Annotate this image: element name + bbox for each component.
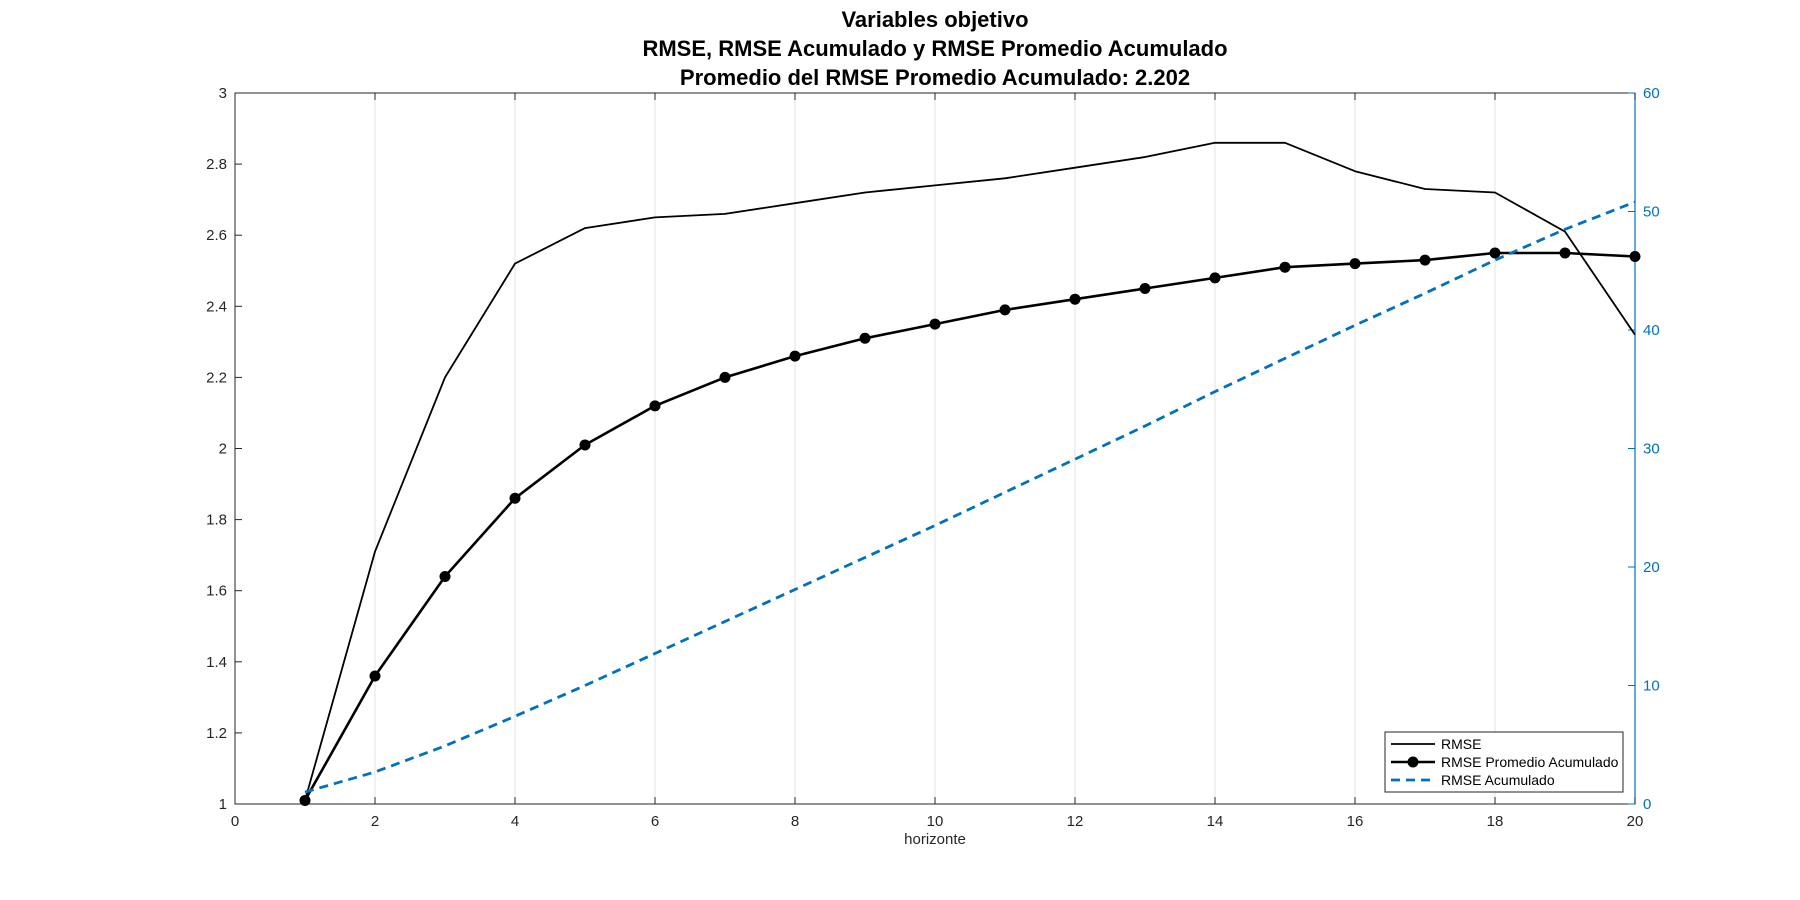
series-line-rmse xyxy=(304,141,1636,801)
point-rmse-promedio-acumulado xyxy=(439,570,451,582)
left-tick-label: 1.6 xyxy=(206,583,227,600)
left-tick-label: 2.4 xyxy=(206,298,227,315)
left-tick-label: 1.8 xyxy=(206,512,227,529)
x-axis-label: horizonte xyxy=(904,831,966,848)
x-tick-label: 0 xyxy=(231,813,239,830)
series-rmse xyxy=(304,141,1636,801)
x-tick-label: 4 xyxy=(511,813,519,830)
x-tick-label: 2 xyxy=(371,813,379,830)
chart-title: Variables objetivo RMSE, RMSE Acumulado y… xyxy=(642,7,1227,90)
point-rmse-promedio-acumulado xyxy=(789,350,801,362)
point-rmse-promedio-acumulado xyxy=(1069,293,1081,305)
point-rmse-promedio-acumulado xyxy=(1139,283,1151,295)
x-tick-label: 14 xyxy=(1207,813,1224,830)
x-grid xyxy=(374,93,1496,804)
point-rmse-promedio-acumulado xyxy=(299,794,311,806)
x-tick-label: 8 xyxy=(791,813,799,830)
point-rmse-promedio-acumulado xyxy=(1559,247,1571,259)
left-tick-label: 2.6 xyxy=(206,227,227,244)
legend-item-rmse-acumulado: RMSE Acumulado xyxy=(1391,772,1555,788)
point-rmse-promedio-acumulado xyxy=(929,318,941,330)
point-rmse-promedio-acumulado xyxy=(649,400,661,412)
series-line-rmse-promedio-acumulado xyxy=(303,251,1636,802)
right-tick-label: 30 xyxy=(1643,441,1660,458)
left-tick-label: 1 xyxy=(219,796,227,813)
right-tick-label: 0 xyxy=(1643,796,1651,813)
title-line-3: Promedio del RMSE Promedio Acumulado: 2.… xyxy=(680,65,1190,90)
right-y-axis: 0 10 20 30 40 50 60 xyxy=(1628,85,1660,813)
point-rmse-promedio-acumulado xyxy=(1279,261,1291,273)
left-tick-label: 2 xyxy=(219,441,227,458)
x-tick-label: 20 xyxy=(1627,813,1644,830)
point-rmse-promedio-acumulado xyxy=(1629,251,1641,263)
legend: RMSE RMSE Promedio Acumulado RMSE Acumulad… xyxy=(1384,731,1624,793)
point-rmse-promedio-acumulado xyxy=(1209,272,1221,284)
point-rmse-promedio-acumulado xyxy=(369,670,381,682)
title-line-2: RMSE, RMSE Acumulado y RMSE Promedio Acu… xyxy=(642,36,1227,61)
left-tick-label: 2.2 xyxy=(206,369,227,386)
series-rmse-acumulado xyxy=(304,200,1636,794)
left-tick-label: 1.4 xyxy=(206,654,227,671)
legend-marker xyxy=(1407,756,1419,768)
point-rmse-promedio-acumulado xyxy=(509,492,521,504)
right-tick-label: 40 xyxy=(1643,322,1660,339)
point-rmse-promedio-acumulado xyxy=(719,371,731,383)
series-rmse-promedio-acumulado xyxy=(299,247,1641,806)
x-tick-label: 18 xyxy=(1487,813,1504,830)
legend-label: RMSE Promedio Acumulado xyxy=(1441,754,1619,770)
x-tick-label: 6 xyxy=(651,813,659,830)
point-rmse-promedio-acumulado xyxy=(999,304,1011,316)
right-tick-label: 10 xyxy=(1643,678,1660,695)
x-tick-label: 16 xyxy=(1347,813,1364,830)
right-tick-label: 50 xyxy=(1643,204,1660,221)
left-y-axis: 1 1.2 1.4 1.6 1.8 2 2.2 2.4 2.6 2.8 3 xyxy=(206,85,242,813)
legend-label: RMSE xyxy=(1441,736,1481,752)
right-tick-label: 20 xyxy=(1643,559,1660,576)
series-line-rmse-acumulado xyxy=(304,200,1636,794)
left-tick-label: 3 xyxy=(219,85,227,102)
point-rmse-promedio-acumulado xyxy=(1419,254,1431,266)
point-rmse-promedio-acumulado xyxy=(1489,247,1501,259)
legend-item-rmse-promedio-acumulado: RMSE Promedio Acumulado xyxy=(1391,754,1619,770)
point-rmse-promedio-acumulado xyxy=(579,439,591,451)
series-layer xyxy=(299,141,1641,806)
point-rmse-promedio-acumulado xyxy=(859,332,871,344)
x-tick-label: 10 xyxy=(927,813,944,830)
left-tick-label: 1.2 xyxy=(206,725,227,742)
legend-item-rmse: RMSE xyxy=(1391,736,1481,752)
title-line-1: Variables objetivo xyxy=(841,7,1028,32)
left-tick-label: 2.8 xyxy=(206,156,227,173)
right-tick-label: 60 xyxy=(1643,85,1660,102)
legend-label: RMSE Acumulado xyxy=(1441,772,1555,788)
x-axis: 0 2 4 6 8 10 12 14 16 18 20 horizonte xyxy=(231,93,1644,848)
point-rmse-promedio-acumulado xyxy=(1349,258,1361,270)
x-tick-label: 12 xyxy=(1067,813,1084,830)
